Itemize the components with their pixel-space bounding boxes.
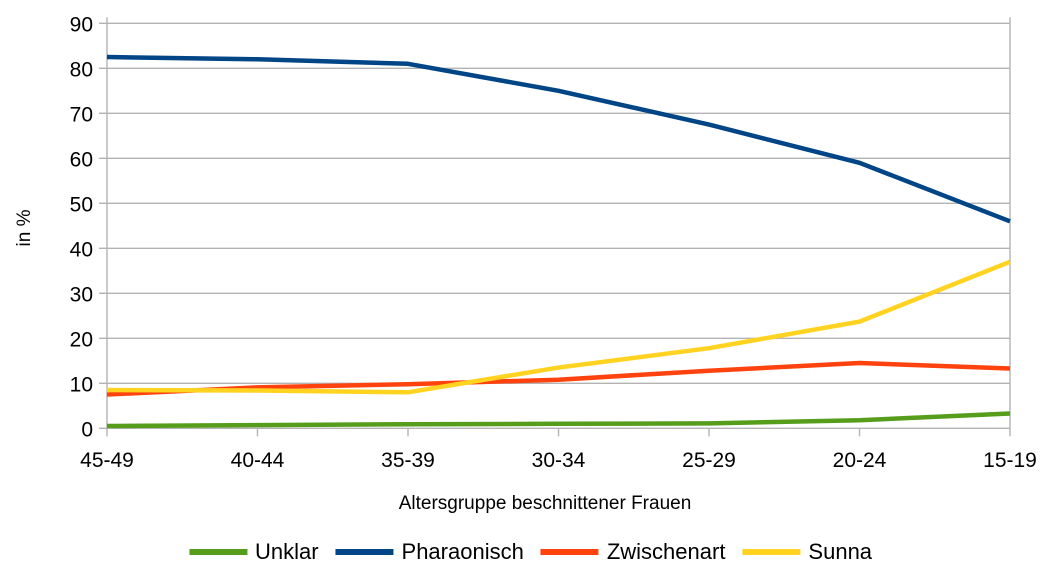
y-axis-tick-label: 20 (70, 328, 93, 351)
x-axis-tick-label: 20-24 (833, 449, 887, 472)
legend-label: Sunna (808, 539, 873, 564)
legend-label: Zwischenart (606, 539, 726, 564)
legend-swatch-unklar (188, 549, 247, 555)
gridlines (107, 22, 1010, 429)
y-axis-tick-label: 90 (70, 13, 93, 36)
y-axis-tick-label: 60 (70, 148, 93, 171)
x-axis-tick-label: 45-49 (80, 449, 134, 472)
series-line-pharaonisch (106, 54, 1011, 224)
x-axis-tick-label: 35-39 (381, 449, 435, 472)
y-axis-tick-label: 70 (70, 103, 93, 126)
y-axis-tick-label: 10 (70, 373, 93, 396)
y-axis-tick-label: 80 (70, 58, 93, 81)
series-line-unklar (106, 411, 1011, 429)
y-axis-tick-label: 30 (70, 283, 93, 306)
legend-swatch-sunna (742, 549, 801, 555)
x-axis-tick-label: 25-29 (682, 449, 736, 472)
series-line-sunna (106, 259, 1011, 395)
y-axis-tick-label: 50 (70, 193, 93, 216)
x-axis-tick-label: 30-34 (532, 449, 586, 472)
y-axis: 0 10 20 30 40 50 60 70 80 90 (70, 13, 107, 441)
legend-label: Unklar (254, 539, 319, 564)
legend-item-zwischenart: Zwischenart (540, 539, 726, 565)
x-axis-tick-label: 15-19 (983, 449, 1037, 472)
y-axis-tick-label: 40 (70, 238, 93, 261)
chart-legend: Unklar Pharaonisch Zwischenart Sunna (188, 539, 872, 565)
x-axis-title: Altersgruppe beschnittener Frauen (398, 493, 692, 514)
legend-swatch-pharaonisch (335, 549, 394, 555)
legend-item-sunna: Sunna (742, 539, 872, 565)
legend-label: Pharaonisch (401, 539, 524, 564)
series-line-zwischenart (106, 360, 1011, 397)
y-axis-tick-label: 0 (81, 418, 93, 441)
legend-swatch-zwischenart (540, 549, 599, 555)
x-axis: 45-49 40-44 35-39 30-34 25-29 20-24 15-19 (80, 428, 1037, 472)
legend-item-pharaonisch: Pharaonisch (335, 539, 524, 565)
x-axis-tick-label: 40-44 (231, 449, 285, 472)
legend-item-unklar: Unklar (188, 539, 319, 565)
y-axis-title: in % (14, 209, 35, 247)
